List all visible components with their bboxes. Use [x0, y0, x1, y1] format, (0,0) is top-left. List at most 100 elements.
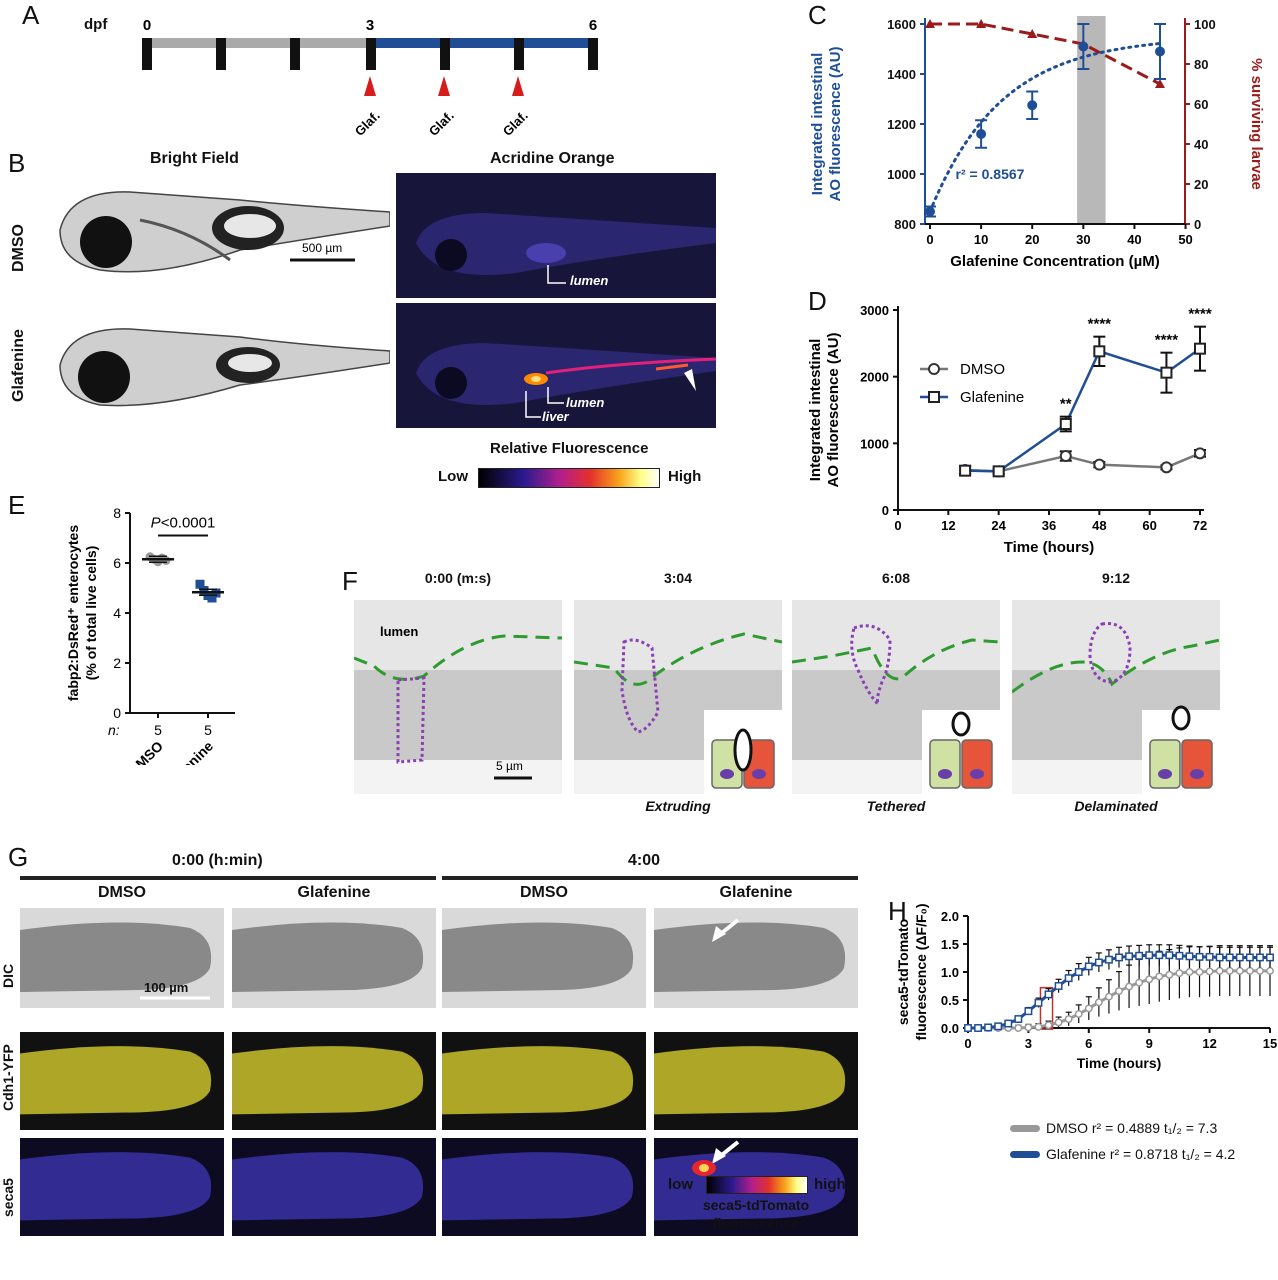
h-ytick-label: 1.5 — [941, 937, 959, 952]
f-scale-label: 5 µm — [496, 759, 523, 773]
brightfield-dmso-image: 500 µm — [40, 170, 390, 295]
f-micrograph-1 — [574, 600, 782, 794]
h-glaf-point — [1245, 953, 1254, 962]
g-image-2-0 — [20, 1138, 224, 1236]
h-glaf-point — [1014, 1015, 1023, 1023]
h-dmso-point — [1195, 968, 1204, 976]
g-image-0-0: 100 µm — [20, 908, 224, 1008]
d-ytick-label: 2000 — [860, 370, 889, 385]
c-ylabel-left: Integrated intestinalAO fluorescence (AU… — [809, 46, 844, 201]
h-dmso-point — [1084, 1004, 1093, 1013]
d-sig-label: **** — [1188, 306, 1212, 323]
h-dmso-point — [1104, 992, 1113, 1001]
g-arrow-head — [712, 1148, 726, 1164]
f-inset-cell-red — [1181, 739, 1213, 789]
f-cell-outline — [620, 638, 660, 734]
h-glaf-point — [1004, 1019, 1013, 1028]
h-xtick-label: 6 — [1085, 1036, 1092, 1051]
treat-label-3: Glaf. — [500, 108, 531, 139]
h-dmso-point — [1054, 1018, 1063, 1027]
e-ylabel-line: (% of total live cells) — [83, 546, 99, 681]
f-inset-nucleus — [1158, 769, 1172, 779]
c-ytick-left-label: 1000 — [887, 167, 916, 182]
g-explant-shape — [442, 922, 634, 992]
tick-3: 3 — [366, 17, 374, 34]
h-dmso-point — [1034, 1022, 1043, 1031]
g-image-1-1 — [232, 1032, 436, 1130]
h-dmso-point — [1215, 966, 1224, 975]
h-ylabel-line: fluorescence (ΔF/F₀) — [913, 904, 929, 1041]
treat-label-2: Glaf. — [426, 108, 457, 139]
h-dmso-point — [1024, 1023, 1033, 1032]
d-legend-glaf: Glafenine — [960, 389, 1024, 406]
panel-e-letter: E — [8, 490, 26, 520]
h-xtick-label: 3 — [1025, 1036, 1032, 1051]
h-glaf-point — [1024, 1007, 1033, 1016]
h-xtick-label: 0 — [964, 1036, 971, 1051]
e-group-dmso: DMSO — [125, 738, 166, 765]
d-ylabel-line: Integrated intestinal — [807, 339, 824, 482]
g-colorbar — [706, 1176, 808, 1194]
g-explant-shape — [20, 922, 212, 992]
panel-c-letter: C — [808, 0, 827, 30]
h-glaf-point — [1125, 952, 1134, 961]
g-explant-shape — [232, 1152, 424, 1221]
dpf-label: dpf — [84, 16, 108, 33]
row-dmso: DMSO — [10, 224, 27, 272]
f-cell-outline — [1088, 622, 1132, 684]
c-fit-curve — [928, 42, 1162, 213]
col-acridine: Acridine Orange — [490, 150, 615, 167]
c-survival-point — [925, 19, 935, 28]
f-apical-outline — [1012, 638, 1220, 694]
g-image-2-2 — [442, 1138, 646, 1236]
c-ylabel-line: Integrated intestinal — [809, 53, 826, 196]
f-schematic-inset — [704, 710, 782, 794]
g-image-1-0 — [20, 1032, 224, 1130]
d-dmso-point — [1059, 450, 1072, 462]
f-inset-cell-green — [929, 739, 961, 789]
h-glaf-point — [1074, 968, 1083, 976]
colorbar-low-b: Low — [438, 468, 468, 485]
h-glaf-point — [1094, 958, 1103, 967]
f-apical-outline — [354, 634, 562, 681]
h-dmso-point — [1074, 1010, 1083, 1018]
d-glaf-point — [1194, 342, 1206, 355]
h-dmso-point — [1155, 972, 1164, 981]
f-micrograph-0: lumen 5 µm — [354, 600, 562, 794]
ao-lumen-2: lumen — [566, 395, 604, 410]
g-colorbar-high: high — [814, 1176, 846, 1193]
e-glaf-point — [195, 579, 205, 589]
colorbar-title-b: Relative Fluorescence — [490, 440, 649, 457]
c-survival-line — [930, 22, 1161, 86]
f-time-label: 0:00 (m:s) — [424, 570, 492, 586]
h-ylabel-line: seca5-tdTomato — [895, 919, 911, 1025]
e-n-glaf: 5 — [204, 722, 212, 738]
h-glaf-point — [974, 1024, 983, 1032]
e-ytick-label: 4 — [113, 605, 121, 621]
g-explant-shape — [442, 1046, 634, 1115]
g-col-header: DMSO — [520, 884, 568, 901]
ao-glafenine-image: liver lumen — [396, 303, 716, 428]
timeline-blue — [370, 38, 596, 48]
d-xtick-label: 60 — [1142, 518, 1156, 533]
h-xtick-label: 12 — [1202, 1036, 1216, 1051]
f-inset-extruding-cell — [951, 711, 971, 737]
panel-g-letter: G — [8, 842, 29, 872]
e-n-dmso: 5 — [154, 722, 162, 738]
d-ytick-label: 3000 — [860, 303, 889, 318]
d-legend-dmso: DMSO — [960, 361, 1005, 378]
h-glaf-point — [984, 1023, 993, 1032]
d-legend-dmso-marker — [928, 363, 940, 375]
d-xtick-label: 0 — [894, 518, 901, 533]
e-glaf-point — [207, 593, 217, 603]
g-row-label: seca5 — [0, 1178, 16, 1217]
c-xtick-label: 50 — [1178, 232, 1192, 247]
h-glaf-point — [1165, 951, 1174, 960]
d-glaf-point — [959, 464, 972, 477]
g-explant-shape — [20, 1152, 212, 1221]
h-legend-glaf: Glafenine r² = 0.8718 t₁/₂ = 4.2 — [1010, 1146, 1235, 1162]
c-survival-point — [1155, 79, 1165, 88]
f-inset-extruding-cell — [733, 728, 753, 772]
panel-b-letter: B — [8, 148, 26, 178]
g-colorbar-low: low — [668, 1176, 693, 1193]
